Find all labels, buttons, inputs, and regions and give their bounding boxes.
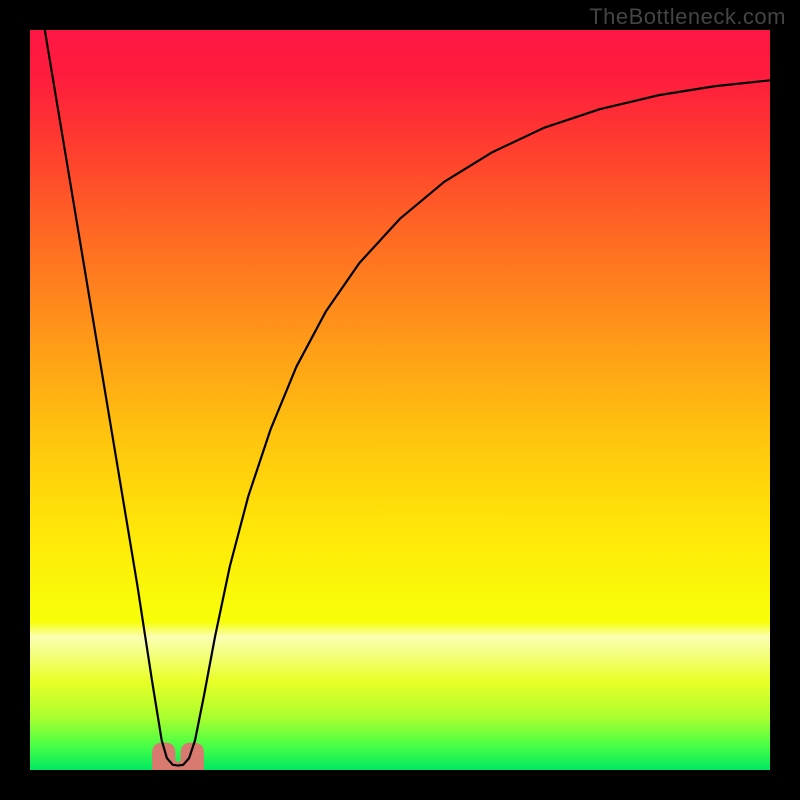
chart-frame: TheBottleneck.com — [0, 0, 800, 800]
bottleneck-chart — [0, 0, 800, 800]
plot-background — [30, 30, 770, 770]
